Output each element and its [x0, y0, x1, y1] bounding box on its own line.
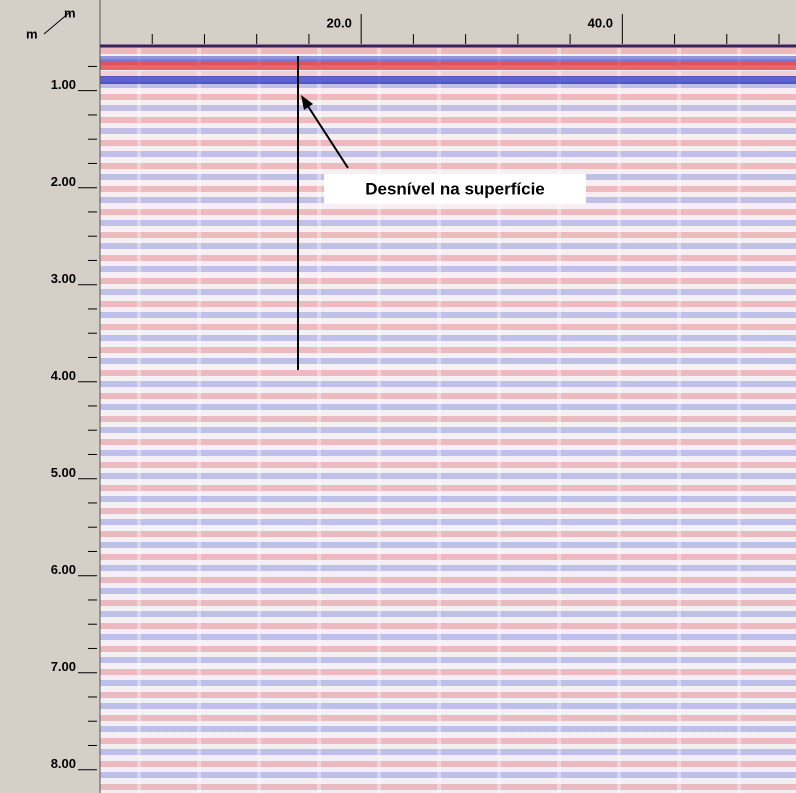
left-ruler: [0, 0, 100, 793]
y-tick-label: 8.00: [51, 756, 76, 771]
annotation-arrow: [303, 99, 349, 169]
corner-left-unit: m: [26, 26, 38, 41]
radargram-image: [100, 48, 796, 793]
y-tick-label: 4.00: [51, 368, 76, 383]
y-tick-label: 6.00: [51, 562, 76, 577]
y-tick-label: 5.00: [51, 465, 76, 480]
surface-reflection: [100, 56, 796, 96]
x-tick-label: 40.0: [588, 15, 613, 30]
corner-slash: [43, 11, 71, 35]
corner-top-unit: m: [64, 5, 76, 20]
y-tick-label: 7.00: [51, 659, 76, 674]
annotation-box: [324, 174, 586, 204]
y-tick-label: 2.00: [51, 174, 76, 189]
top-ruler: [0, 0, 796, 45]
annotation: Desnível na superfície: [365, 179, 545, 198]
x-tick-label: 20.0: [327, 15, 352, 30]
y-tick-label: 1.00: [51, 77, 76, 92]
arrow-head: [301, 95, 313, 110]
y-tick-label: 3.00: [51, 271, 76, 286]
